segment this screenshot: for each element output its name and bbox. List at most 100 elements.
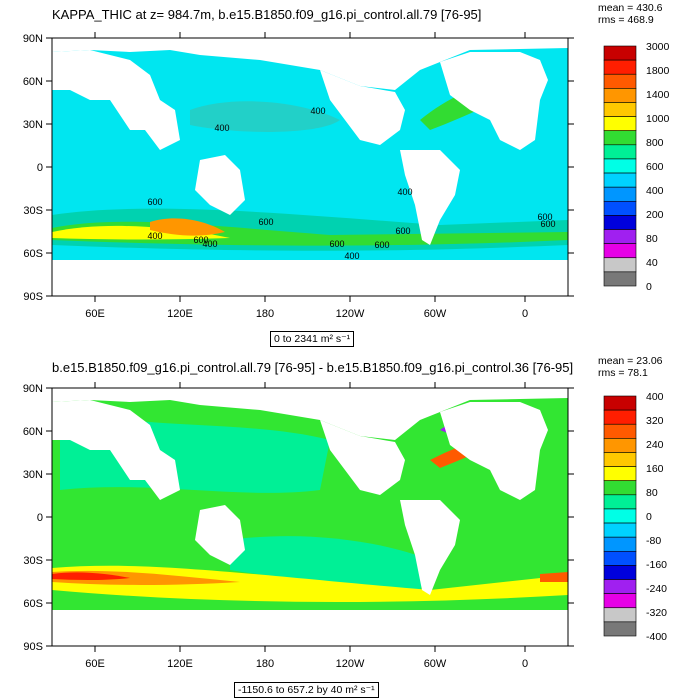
contour-label: 400 <box>214 123 229 133</box>
colorbar-swatch <box>603 229 637 244</box>
colorbar-swatch <box>603 452 637 467</box>
band-acc-yellow <box>52 225 230 240</box>
colorbar-swatch <box>603 271 637 287</box>
colorbar-swatch <box>603 73 637 89</box>
y-tick-label: 90N <box>23 33 43 45</box>
y-tick-label: 60N <box>23 76 43 88</box>
land <box>52 388 568 646</box>
colorbar-swatch <box>603 257 637 273</box>
contour-label: 600 <box>258 217 273 227</box>
panel1-title: KAPPA_THIC at z= 984.7m, b.e15.B1850.f09… <box>52 7 482 22</box>
y-tick-label: 30S <box>23 555 43 567</box>
colorbar-swatch <box>603 593 637 609</box>
colorbar-label: 160 <box>646 463 664 475</box>
panel1-mean: mean = 430.6 <box>598 2 663 14</box>
colorbar-label: 1800 <box>646 65 670 77</box>
colorbar-label: 80 <box>646 233 658 245</box>
contour-label: 400 <box>310 106 325 116</box>
colorbar-label: -240 <box>646 583 667 595</box>
band-acc-east <box>540 572 568 582</box>
panel1-range-label: 0 to 2341 m² s⁻¹ <box>270 331 355 347</box>
colorbar: 400 320 240 160 80 0 -80 -160 -240 -320 -400 <box>603 391 667 643</box>
contour-label: 600 <box>329 239 344 249</box>
colorbar-label: -320 <box>646 607 667 619</box>
contour-label: 400 <box>202 239 217 249</box>
band-high-north-pacific <box>190 101 340 132</box>
panel2-plot: 90N 60N 30N 0 30S 60S 90S 60E 120E 180 120W 60W 0 40… <box>23 382 667 670</box>
colorbar-swatch <box>603 395 637 411</box>
colorbar-swatch <box>603 565 637 580</box>
colorbar-swatch <box>603 200 637 216</box>
x-tick-label: 180 <box>256 308 274 320</box>
colorbar-swatch <box>603 480 637 496</box>
colorbar-swatch <box>603 215 637 230</box>
axes: 90N 60N 30N 0 30S 60S 90S 60E 120E 180 120W 60W 0 <box>23 32 574 320</box>
colorbar-label: 1400 <box>646 89 670 101</box>
colorbar-swatch <box>603 508 637 524</box>
contour-label: 600 <box>540 219 555 229</box>
land <box>52 38 568 296</box>
colorbar-swatch <box>603 621 637 637</box>
y-tick-label: 0 <box>37 512 43 524</box>
y-tick-label: 0 <box>37 162 43 174</box>
colorbar-swatch <box>603 88 637 103</box>
colorbar-label: 240 <box>646 439 664 451</box>
x-tick-label: 0 <box>522 308 528 320</box>
colorbar-label: 3000 <box>646 41 670 53</box>
colorbar-swatch <box>603 144 637 160</box>
colorbar-swatch <box>603 243 637 259</box>
colorbar-label: -400 <box>646 631 667 643</box>
colorbar-swatch <box>603 522 637 538</box>
panel2-title: b.e15.B1850.f09_g16.pi_control.all.79 [7… <box>52 360 574 375</box>
panel2-range-label: -1150.6 to 657.2 by 40 m² s⁻¹ <box>234 682 379 698</box>
colorbar-label: -80 <box>646 535 661 547</box>
x-tick-label: 0 <box>522 658 528 670</box>
x-tick-label: 60W <box>424 308 447 320</box>
y-tick-label: 60N <box>23 426 43 438</box>
colorbar-swatch <box>603 466 637 482</box>
contour-label: 600 <box>537 212 552 222</box>
x-tick-label: 120E <box>167 308 193 320</box>
panel2-rms: rms = 78.1 <box>598 367 648 379</box>
y-tick-label: 60S <box>23 248 43 260</box>
colorbar-label: 200 <box>646 209 664 221</box>
colorbar-swatch <box>603 172 637 188</box>
colorbar-label: 800 <box>646 137 664 149</box>
y-tick-label: 90S <box>23 641 43 653</box>
x-tick-label: 60W <box>424 658 447 670</box>
colorbar-label: 40 <box>646 257 658 269</box>
y-tick-label: 30N <box>23 469 43 481</box>
y-tick-label: 60S <box>23 598 43 610</box>
x-tick-label: 120W <box>336 308 365 320</box>
colorbar-swatch <box>603 116 637 132</box>
y-tick-label: 90S <box>23 291 43 303</box>
colorbar-swatch <box>603 409 637 425</box>
colorbar-swatch <box>603 438 637 453</box>
contour-label: 400 <box>344 251 359 261</box>
colorbar-swatch <box>603 579 637 594</box>
colorbar-label: 320 <box>646 415 664 427</box>
colorbar-swatch <box>603 494 637 510</box>
colorbar-swatch <box>603 130 637 146</box>
colorbar-swatch <box>603 158 637 174</box>
x-tick-label: 120W <box>336 658 365 670</box>
colorbar-swatch <box>603 607 637 623</box>
colorbar-label: 0 <box>646 281 652 293</box>
colorbar-label: -160 <box>646 559 667 571</box>
colorbar-swatch <box>603 550 637 566</box>
colorbar-label: 0 <box>646 511 652 523</box>
band-acc-orange <box>150 218 225 236</box>
contour-label: 400 <box>397 187 412 197</box>
y-tick-label: 30N <box>23 119 43 131</box>
panel1-rms: rms = 468.9 <box>598 14 654 26</box>
x-tick-label: 120E <box>167 658 193 670</box>
contour-label: 400 <box>147 231 162 241</box>
colorbar-swatch <box>603 102 637 117</box>
colorbar-label: 80 <box>646 487 658 499</box>
contour-label: 600 <box>193 235 208 245</box>
band-acc-yellow <box>52 565 568 602</box>
colorbar-swatch <box>603 186 637 202</box>
y-tick-label: 90N <box>23 383 43 395</box>
